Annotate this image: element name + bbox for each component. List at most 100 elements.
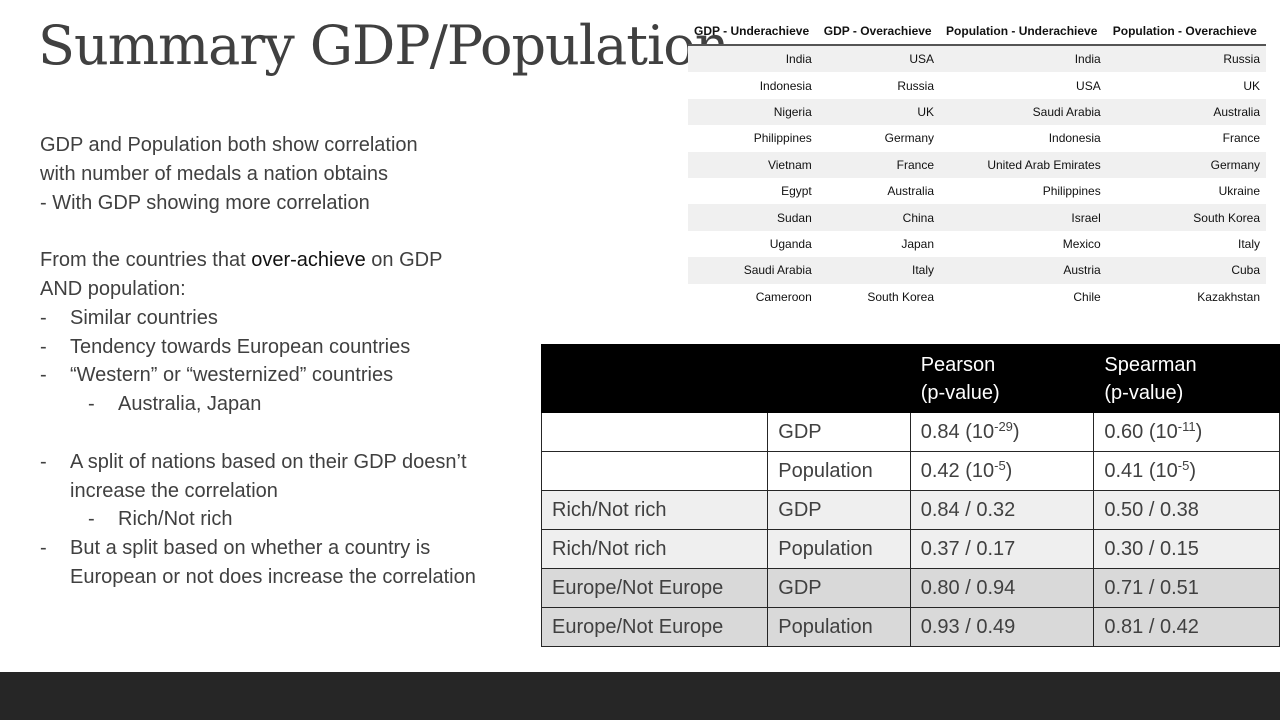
table-cell: France [817,151,941,178]
blank-line [40,419,510,448]
column-header: Population - Overachieve [1106,17,1266,46]
column-header: GDP - Overachieve [817,17,941,46]
table-cell: Ukraine [1218,184,1260,199]
table-cell: South Korea [867,289,935,304]
bullet-text: Similar countries [70,306,218,329]
bullet-item: - Similar countries [40,304,510,333]
table-row: Egypt Australia Philippines Ukraine [688,178,1266,204]
table-cell: Europe/Not Europe [540,568,769,608]
footer-bar [0,672,1280,720]
text-fragment: From the countries that [40,249,252,272]
table-cell: 0.41 (10-5) [1093,451,1280,491]
text-fragment: on GDP [365,249,443,272]
table-row: Indonesia Russia USA UK [688,72,1266,98]
bullet-item: - But a split based on whether a country … [40,534,510,592]
table-cell [540,451,769,491]
table-cell: 0.37 / 0.17 [909,529,1095,569]
table-cell: GDP [767,490,911,530]
table-cell: 0.42 (10-5) [909,451,1095,491]
table-cell: Saudi Arabia [688,257,818,284]
table-cell: Population [767,529,911,569]
table-header-row: Pearson (p-value) Spearman (p-value) [540,344,1280,413]
table-cell: Indonesia [759,78,812,93]
table-cell: Indonesia [1048,131,1101,146]
summary-text: GDP and Population both show correlation… [40,131,510,592]
bullet-text: “Western” or “westernized” countries [70,364,394,387]
bullet-text: But a split based on whether a country i… [70,537,476,588]
table-cell: Cameroon [755,289,812,304]
table-row: Nigeria UK Saudi Arabia Australia [688,98,1266,126]
emphasis-text: over-achieve [251,249,366,272]
table-row: Rich/Not rich GDP 0.84 / 0.32 0.50 / 0.38 [540,490,1280,530]
table-cell: Rich/Not rich [540,490,769,530]
text-line: AND population: [40,277,186,300]
bullet-dash: - [40,450,47,473]
column-header [767,344,911,413]
bullet-item: - “Western” or “westernized” countries [40,361,510,390]
table-row: Sudan China Israel South Korea [688,204,1266,231]
text-line: - With GDP showing more correlation [40,191,370,214]
bullet-text: A split of nations based on their GDP do… [70,450,467,502]
column-header: Population - Underachieve [940,17,1107,46]
table-cell: Italy [1237,236,1260,251]
table-cell: India [688,45,818,73]
table-cell: France [1222,131,1260,146]
countries-table: GDP - Underachieve GDP - Overachieve Pop… [688,17,1266,310]
table-row: Cameroon South Korea Chile Kazakhstan [688,284,1266,310]
text-line: GDP and Population both show correlation [40,134,418,156]
exponent: -29 [994,418,1013,434]
table-cell: Vietnam [688,151,818,178]
exponent: -5 [1177,457,1190,473]
table-cell: USA [817,45,941,73]
table-cell: United Arab Emirates [940,151,1107,178]
table-cell: Egypt [781,184,812,199]
bullet-text: Tendency towards European countries [70,335,411,358]
table-cell: Germany [884,131,935,146]
table-row: Europe/Not Europe GDP 0.80 / 0.94 0.71 / 0.… [540,568,1280,608]
table-row: Saudi Arabia Italy Austria Cuba [688,257,1266,284]
bullet-dash: - [40,335,47,358]
column-header-pearson: Pearson (p-value) [909,344,1095,413]
table-cell: Nigeria [688,98,818,126]
bullet-dash: - [40,364,47,387]
column-header-spearman: Spearman (p-value) [1093,344,1280,413]
table-row: Europe/Not Europe Population 0.93 / 0.49 0.… [540,607,1280,647]
table-row: Philippines Germany Indonesia France [688,125,1266,151]
text-line: From the countries that over-achieve on … [40,246,510,275]
bullet-item: -A split of nations based on their GDP d… [40,448,510,506]
table-cell: 0.50 / 0.38 [1093,490,1280,530]
table-cell: GDP [767,568,911,608]
table-cell: 0.93 / 0.49 [909,607,1095,647]
table-cell: Philippines [753,131,812,146]
table-cell: Europe/Not Europe [540,607,769,647]
column-header [540,344,769,413]
table-cell [540,412,769,452]
bullet-dash: - [88,508,95,531]
blank-line [40,217,510,246]
slide: Summary GDP/Population GDP and Populatio… [38,14,1280,647]
table-cell: 0.81 / 0.42 [1093,607,1280,647]
table-cell: China [817,204,941,231]
bullet-dash: - [40,306,47,329]
table-cell: Russia [1106,45,1266,73]
table-cell: Italy [817,257,941,284]
table-cell: Philippines [1042,184,1101,199]
sub-bullet-item: - Australia, Japan [40,390,510,419]
bullet-item: - Tendency towards European countries [40,333,510,362]
table-cell: Sudan [688,204,818,231]
table-cell: Australia [1106,98,1266,126]
correlation-table-body: GDP 0.84 (10-29) 0.60 (10-11) Population 0.4… [540,412,1280,647]
table-cell: 0.30 / 0.15 [1093,529,1280,569]
table-cell: South Korea [1106,204,1266,231]
bullet-text: Australia, Japan [118,393,262,416]
table-row: Uganda Japan Mexico Italy [688,231,1266,257]
table-cell: 0.71 / 0.51 [1093,568,1280,608]
table-cell: Israel [940,204,1107,231]
table-cell: 0.84 / 0.32 [909,490,1095,530]
table-cell: Australia [887,184,935,199]
table-header-row: GDP - Underachieve GDP - Overachieve Pop… [688,17,1266,46]
correlation-table: Pearson (p-value) Spearman (p-value) GDP 0.… [540,344,1280,647]
table-cell: Mexico [1062,236,1101,251]
table-cell: Saudi Arabia [940,98,1107,126]
text-line: with number of medals a nation obtains [40,162,388,185]
